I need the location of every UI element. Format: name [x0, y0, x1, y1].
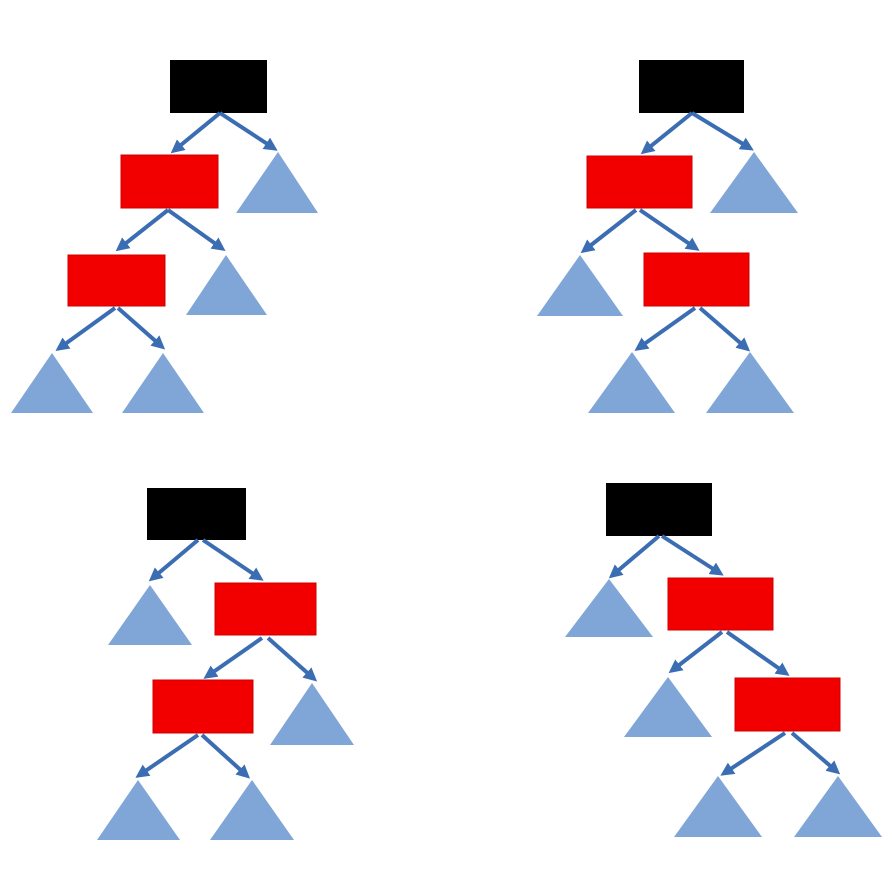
edge — [148, 538, 200, 582]
edge — [638, 208, 700, 251]
subtree — [537, 255, 623, 316]
black-node — [606, 483, 712, 536]
edge — [201, 538, 264, 581]
red-node — [214, 582, 317, 636]
subtree — [706, 352, 794, 413]
black-node — [639, 60, 744, 113]
edge — [698, 306, 751, 352]
red-node — [67, 254, 166, 307]
subtree — [710, 152, 798, 213]
red-node — [586, 155, 693, 209]
edge — [608, 534, 661, 579]
edge — [266, 636, 318, 682]
subtree — [108, 585, 192, 645]
tree-top-left — [11, 60, 318, 413]
edge — [55, 306, 117, 351]
subtree — [588, 352, 675, 413]
edge — [166, 208, 226, 251]
red-node — [152, 679, 254, 734]
subtree — [236, 152, 318, 213]
subtree — [186, 255, 267, 315]
red-node — [643, 252, 750, 307]
subtree — [122, 353, 204, 413]
edge — [580, 208, 638, 254]
black-node — [147, 488, 246, 540]
edge — [660, 534, 724, 576]
tree-bottom-left — [97, 488, 354, 840]
subtree — [210, 780, 294, 840]
black-node — [170, 60, 267, 113]
tree-top-right — [537, 60, 798, 413]
edge — [720, 731, 787, 776]
subtree — [97, 780, 180, 840]
subtree — [674, 776, 762, 837]
subtree — [794, 776, 882, 837]
subtree — [565, 579, 653, 637]
edge — [203, 636, 264, 679]
edge — [790, 731, 841, 775]
edge — [135, 733, 200, 778]
edge — [115, 208, 170, 252]
red-node — [120, 154, 219, 209]
edge — [725, 630, 790, 676]
edge — [218, 111, 278, 151]
edge — [668, 630, 724, 674]
red-node — [667, 577, 774, 631]
edge — [200, 733, 251, 779]
edge — [640, 111, 694, 155]
subtree — [624, 677, 712, 737]
edge — [116, 306, 166, 350]
red-node — [734, 677, 841, 732]
subtree — [270, 683, 354, 745]
edge — [634, 306, 697, 351]
subtree — [11, 353, 93, 413]
edge — [690, 111, 754, 151]
tree-bottom-right — [565, 483, 882, 837]
edge — [170, 111, 222, 154]
